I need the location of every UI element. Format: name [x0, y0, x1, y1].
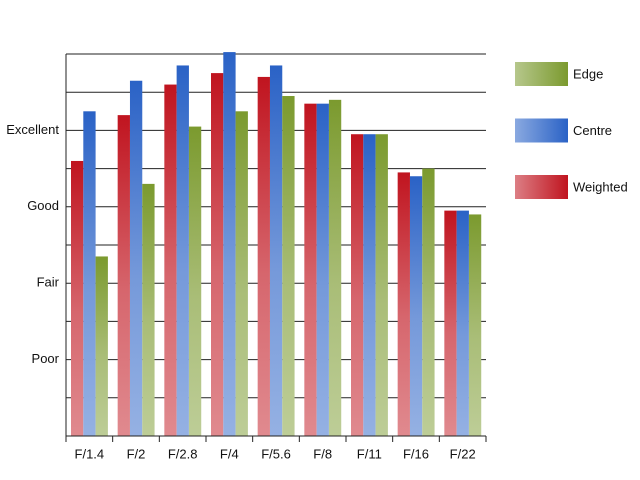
- x-tick-label: F/22: [450, 446, 476, 461]
- bar: [316, 103, 329, 436]
- x-tick-label: F/5.6: [261, 446, 291, 461]
- x-tick-label: F/1.4: [75, 446, 105, 461]
- y-tick-label: Excellent: [6, 122, 59, 137]
- bar: [95, 256, 108, 436]
- bar: [304, 103, 317, 436]
- bar: [117, 115, 130, 437]
- y-tick-label: Good: [27, 198, 59, 213]
- bar: [223, 52, 236, 437]
- legend-swatch: [515, 175, 568, 199]
- bar: [456, 210, 469, 436]
- x-tick-label: F/2.8: [168, 446, 198, 461]
- bar: [375, 134, 388, 436]
- bar: [328, 99, 342, 436]
- x-tick-label: F/16: [403, 446, 429, 461]
- bar: [142, 183, 155, 436]
- x-tick-label: F/8: [313, 446, 332, 461]
- bar: [282, 96, 295, 437]
- bar: [269, 65, 283, 437]
- x-tick-label: F/2: [127, 446, 146, 461]
- bar: [409, 176, 423, 437]
- x-tick-label: F/4: [220, 446, 239, 461]
- bar: [211, 73, 224, 436]
- bar: [71, 160, 84, 436]
- bar: [176, 65, 189, 437]
- y-tick-label: Poor: [32, 351, 60, 366]
- bar: [83, 111, 96, 437]
- bar: [363, 134, 376, 436]
- bar: [351, 134, 364, 436]
- legend-label: Centre: [573, 123, 612, 138]
- legend-swatch: [515, 118, 568, 143]
- y-tick-label: Fair: [37, 275, 60, 290]
- bar: [397, 172, 410, 437]
- x-tick-label: F/11: [357, 446, 382, 461]
- bar: [444, 210, 457, 436]
- bar: [188, 126, 202, 436]
- legend-label: Weighted: [573, 179, 628, 194]
- bar: [164, 84, 177, 436]
- bar: [468, 214, 482, 436]
- legend-label: Edge: [573, 66, 603, 81]
- legend-swatch: [515, 62, 568, 86]
- bar: [422, 168, 435, 436]
- bar: [235, 111, 248, 437]
- bar: [129, 80, 143, 437]
- bar: [257, 76, 270, 437]
